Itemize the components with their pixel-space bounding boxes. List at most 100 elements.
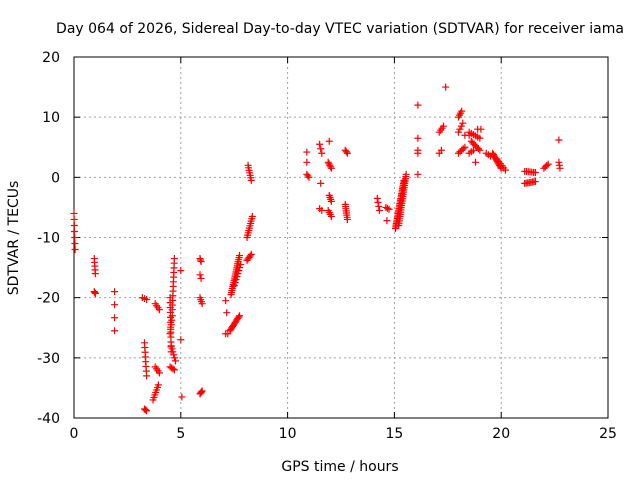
data-point bbox=[474, 145, 482, 153]
data-point bbox=[143, 295, 151, 303]
data-point bbox=[458, 146, 466, 154]
data-point bbox=[324, 158, 332, 166]
data-point bbox=[171, 354, 179, 362]
data-point bbox=[317, 179, 325, 187]
y-tick-label: -20 bbox=[37, 291, 60, 307]
data-point bbox=[531, 178, 539, 186]
data-point bbox=[234, 270, 242, 278]
data-point bbox=[454, 128, 462, 136]
data-point bbox=[143, 407, 151, 415]
data-point bbox=[196, 271, 204, 279]
data-point bbox=[318, 149, 326, 157]
data-point bbox=[469, 146, 477, 154]
x-tick-label: 10 bbox=[279, 426, 297, 442]
data-point bbox=[233, 273, 241, 281]
data-point bbox=[303, 148, 311, 156]
data-point bbox=[375, 206, 383, 214]
data-point bbox=[375, 202, 383, 210]
y-axis-label: SDTVAR / TECUs bbox=[6, 181, 22, 296]
data-point bbox=[385, 205, 393, 213]
y-tick-label: 0 bbox=[51, 170, 60, 186]
x-tick-label: 0 bbox=[70, 426, 79, 442]
x-tick-label: 15 bbox=[385, 426, 403, 442]
data-point bbox=[461, 143, 469, 151]
grid-lines bbox=[74, 57, 608, 418]
data-point bbox=[459, 119, 467, 127]
data-point bbox=[111, 314, 119, 322]
data-point bbox=[171, 357, 179, 365]
data-point bbox=[247, 176, 255, 184]
data-point bbox=[327, 212, 335, 220]
data-point bbox=[327, 163, 335, 171]
data-point bbox=[437, 146, 445, 154]
data-point bbox=[197, 388, 205, 396]
data-point bbox=[198, 387, 206, 395]
data-point bbox=[442, 83, 450, 91]
data-point bbox=[343, 149, 351, 157]
data-point bbox=[501, 166, 509, 174]
x-axis-label: GPS time / hours bbox=[281, 459, 398, 475]
data-point bbox=[327, 164, 335, 172]
data-point bbox=[414, 170, 422, 178]
y-tick-label: -30 bbox=[37, 351, 60, 367]
data-points bbox=[70, 83, 564, 415]
data-point bbox=[237, 261, 245, 269]
y-tick-label: 10 bbox=[42, 110, 60, 126]
data-point bbox=[111, 327, 119, 335]
data-point bbox=[231, 279, 239, 287]
data-point bbox=[70, 215, 78, 223]
data-point bbox=[236, 252, 244, 260]
data-point bbox=[414, 146, 422, 154]
y-tick-label: 20 bbox=[42, 50, 60, 66]
data-point bbox=[374, 198, 382, 206]
data-point bbox=[327, 197, 335, 205]
data-point bbox=[197, 274, 205, 282]
data-point bbox=[317, 145, 325, 153]
data-point bbox=[111, 301, 119, 309]
data-point bbox=[70, 209, 78, 217]
data-point bbox=[305, 173, 313, 181]
data-point bbox=[168, 312, 176, 320]
data-point bbox=[236, 264, 244, 272]
data-point bbox=[91, 289, 99, 297]
data-point bbox=[167, 342, 175, 350]
data-point bbox=[91, 270, 99, 278]
data-point bbox=[373, 194, 381, 202]
data-point bbox=[236, 312, 244, 320]
data-point bbox=[326, 161, 334, 169]
y-tick-label: -10 bbox=[37, 231, 60, 247]
x-tick-label: 25 bbox=[599, 426, 617, 442]
data-point bbox=[477, 125, 485, 133]
data-point bbox=[544, 160, 552, 168]
data-point bbox=[531, 169, 539, 177]
data-point bbox=[222, 297, 230, 305]
data-point bbox=[232, 276, 240, 284]
data-point bbox=[343, 215, 351, 223]
data-point bbox=[248, 212, 256, 220]
data-point bbox=[316, 140, 324, 148]
data-point bbox=[235, 313, 243, 321]
data-point bbox=[325, 137, 333, 145]
data-point bbox=[382, 203, 390, 211]
data-point bbox=[155, 369, 163, 377]
data-point bbox=[155, 306, 163, 314]
data-point bbox=[111, 288, 119, 296]
data-point bbox=[71, 227, 79, 235]
data-point bbox=[71, 240, 79, 248]
data-point bbox=[304, 172, 312, 180]
data-point bbox=[325, 160, 333, 168]
axis-ticks: 0 5 10 15 20 25 -40 -30 -20 -10 0 10 20 bbox=[37, 50, 617, 442]
data-point bbox=[70, 221, 78, 229]
data-point bbox=[556, 164, 564, 172]
data-point bbox=[456, 125, 464, 133]
data-point bbox=[170, 351, 178, 359]
data-point bbox=[402, 170, 410, 178]
data-point bbox=[178, 393, 186, 401]
data-point bbox=[170, 366, 178, 374]
data-point bbox=[318, 206, 326, 214]
data-point bbox=[170, 255, 178, 263]
data-point bbox=[235, 267, 243, 275]
data-point bbox=[383, 204, 391, 212]
x-tick-label: 5 bbox=[176, 426, 185, 442]
y-tick-label: -40 bbox=[37, 411, 60, 427]
